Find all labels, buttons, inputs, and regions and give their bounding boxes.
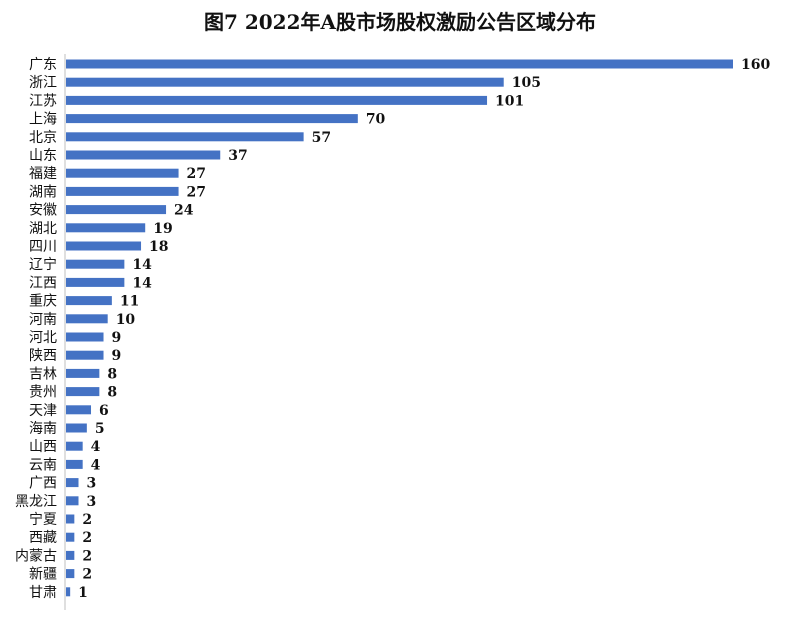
value-label: 2 [82,530,92,546]
value-label: 37 [228,148,247,164]
bar [66,114,358,124]
bar [66,132,304,142]
category-label: 浙江 [29,75,57,91]
bar [66,59,733,69]
value-label: 2 [82,548,92,564]
bar [66,296,112,306]
value-label: 70 [366,112,386,128]
category-label: 天津 [29,403,57,419]
category-label: 上海 [29,112,57,128]
value-label: 105 [512,75,541,91]
category-label: 宁夏 [29,511,57,528]
bar [66,186,179,196]
value-label: 19 [153,221,172,237]
bar [66,441,83,451]
bar [66,478,79,488]
value-label: 27 [187,184,206,200]
bar [66,205,167,215]
bar [66,223,146,233]
value-label: 2 [82,512,92,528]
value-label: 11 [120,294,139,310]
bar [66,350,104,360]
category-label: 海南 [29,421,57,437]
bar [66,332,104,342]
category-label: 甘肃 [29,585,57,601]
bar [66,277,125,287]
bar [66,387,100,397]
bar [66,514,75,524]
bar [66,550,75,560]
category-label: 吉林 [29,366,57,382]
category-label: 山东 [29,148,57,164]
value-label: 8 [107,385,117,401]
value-label: 3 [87,476,97,492]
category-label: 云南 [29,457,57,473]
value-label: 9 [112,348,122,364]
category-label: 北京 [29,130,57,146]
value-label: 4 [91,457,101,473]
category-label: 辽宁 [29,256,57,273]
value-label: 18 [149,239,168,255]
bar [66,168,179,178]
value-label: 24 [174,203,194,219]
category-label: 江苏 [29,93,57,109]
bar [66,587,71,597]
value-label: 9 [112,330,122,346]
bar [66,241,142,251]
bar [66,532,75,542]
bar [66,150,221,160]
value-label: 4 [91,439,101,455]
bar [66,368,100,378]
category-label: 西藏 [29,530,57,546]
value-label: 14 [132,257,152,273]
category-label: 重庆 [29,294,57,310]
category-label: 黑龙江 [15,494,57,510]
category-label: 陕西 [29,348,57,364]
category-label: 山西 [29,439,57,455]
bar [66,459,83,469]
value-label: 6 [99,403,109,419]
bar [66,569,75,579]
bar [66,423,87,433]
bar [66,259,125,269]
value-label: 1 [78,585,88,601]
value-label: 5 [95,421,105,437]
value-label: 14 [132,275,152,291]
value-label: 3 [87,494,97,510]
bar [66,77,504,87]
value-label: 27 [187,166,206,182]
bar [66,496,79,506]
category-label: 广西 [29,476,57,492]
category-label: 福建 [29,166,57,182]
category-label: 内蒙古 [15,548,57,564]
category-label: 湖北 [29,221,57,237]
category-label: 湖南 [29,184,57,200]
bar [66,314,108,324]
category-label: 新疆 [29,567,57,583]
value-label: 8 [107,366,117,382]
value-label: 10 [116,312,136,328]
value-label: 101 [495,93,524,109]
category-label: 广东 [29,57,57,73]
chart-title: 图7 2022年A股市场股权激励公告区域分布 [203,10,597,34]
category-label: 安徽 [29,203,57,219]
value-label: 160 [741,57,770,73]
category-label: 四川 [29,239,57,255]
category-label: 河南 [29,312,57,328]
bar [66,405,92,415]
value-label: 57 [312,130,331,146]
category-label: 贵州 [29,385,57,401]
category-label: 江西 [29,275,57,291]
bar [66,95,488,105]
category-label: 河北 [29,330,57,346]
value-label: 2 [82,567,92,583]
